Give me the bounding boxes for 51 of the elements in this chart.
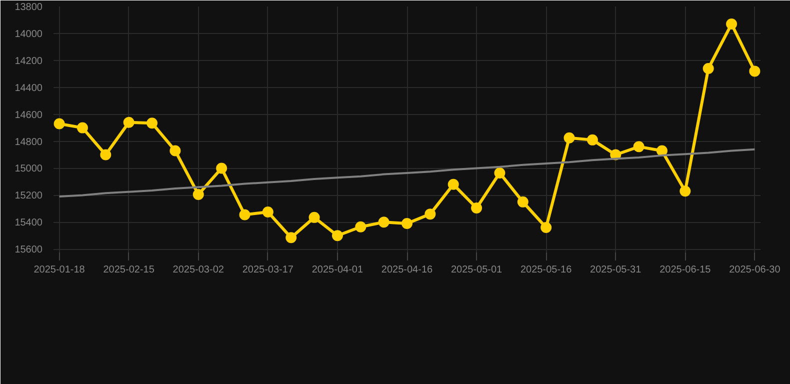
point	[564, 132, 575, 144]
x-tick-label: 2025-03-02	[172, 264, 224, 276]
point	[378, 216, 390, 228]
x-tick-label: 2025-06-15	[660, 264, 712, 276]
point	[100, 149, 112, 160]
point	[355, 221, 366, 232]
y-tick-label: 14000	[14, 28, 43, 40]
y-tick-label: 15000	[14, 164, 43, 175]
x-tick-label: 2025-05-16	[520, 264, 572, 276]
point	[308, 212, 320, 223]
y-tick-label: 14800	[14, 136, 43, 148]
y-tick-label: 15600	[14, 244, 43, 256]
point	[76, 122, 88, 134]
y-tick-label: 13800	[14, 2, 43, 13]
point	[540, 222, 552, 234]
y-tick-label: 14600	[14, 110, 43, 121]
point	[123, 116, 134, 128]
point	[517, 196, 528, 208]
point	[54, 118, 65, 130]
point	[286, 232, 297, 244]
point	[262, 206, 274, 218]
x-tick-label: 2025-03-17	[242, 264, 294, 276]
point	[494, 167, 506, 178]
y-tick-label: 15200	[14, 190, 43, 202]
point	[239, 209, 250, 220]
point	[680, 186, 691, 197]
x-tick-label: 2025-05-01	[450, 264, 503, 276]
point	[146, 118, 158, 129]
point	[216, 162, 228, 174]
x-tick-label: 2025-06-30	[729, 264, 781, 276]
point	[749, 66, 760, 77]
y-tick-label: 14200	[14, 56, 43, 67]
point	[586, 134, 598, 146]
point	[471, 202, 482, 214]
y-tick-label: 15400	[14, 218, 43, 229]
point	[633, 141, 644, 152]
point	[424, 208, 436, 220]
x-tick-label: 2025-05-31	[590, 264, 642, 276]
point	[656, 145, 668, 156]
point	[448, 178, 459, 190]
point	[402, 218, 412, 229]
point	[702, 63, 714, 74]
x-tick-label: 2025-01-18	[34, 264, 86, 276]
x-tick-label: 2025-04-01	[312, 264, 364, 276]
point	[726, 18, 738, 30]
point	[332, 230, 343, 242]
x-tick-label: 2025-02-15	[103, 264, 155, 276]
point	[170, 145, 181, 156]
point	[192, 189, 204, 200]
y-tick-label: 14400	[14, 82, 43, 94]
x-tick-label: 2025-04-16	[381, 264, 434, 276]
